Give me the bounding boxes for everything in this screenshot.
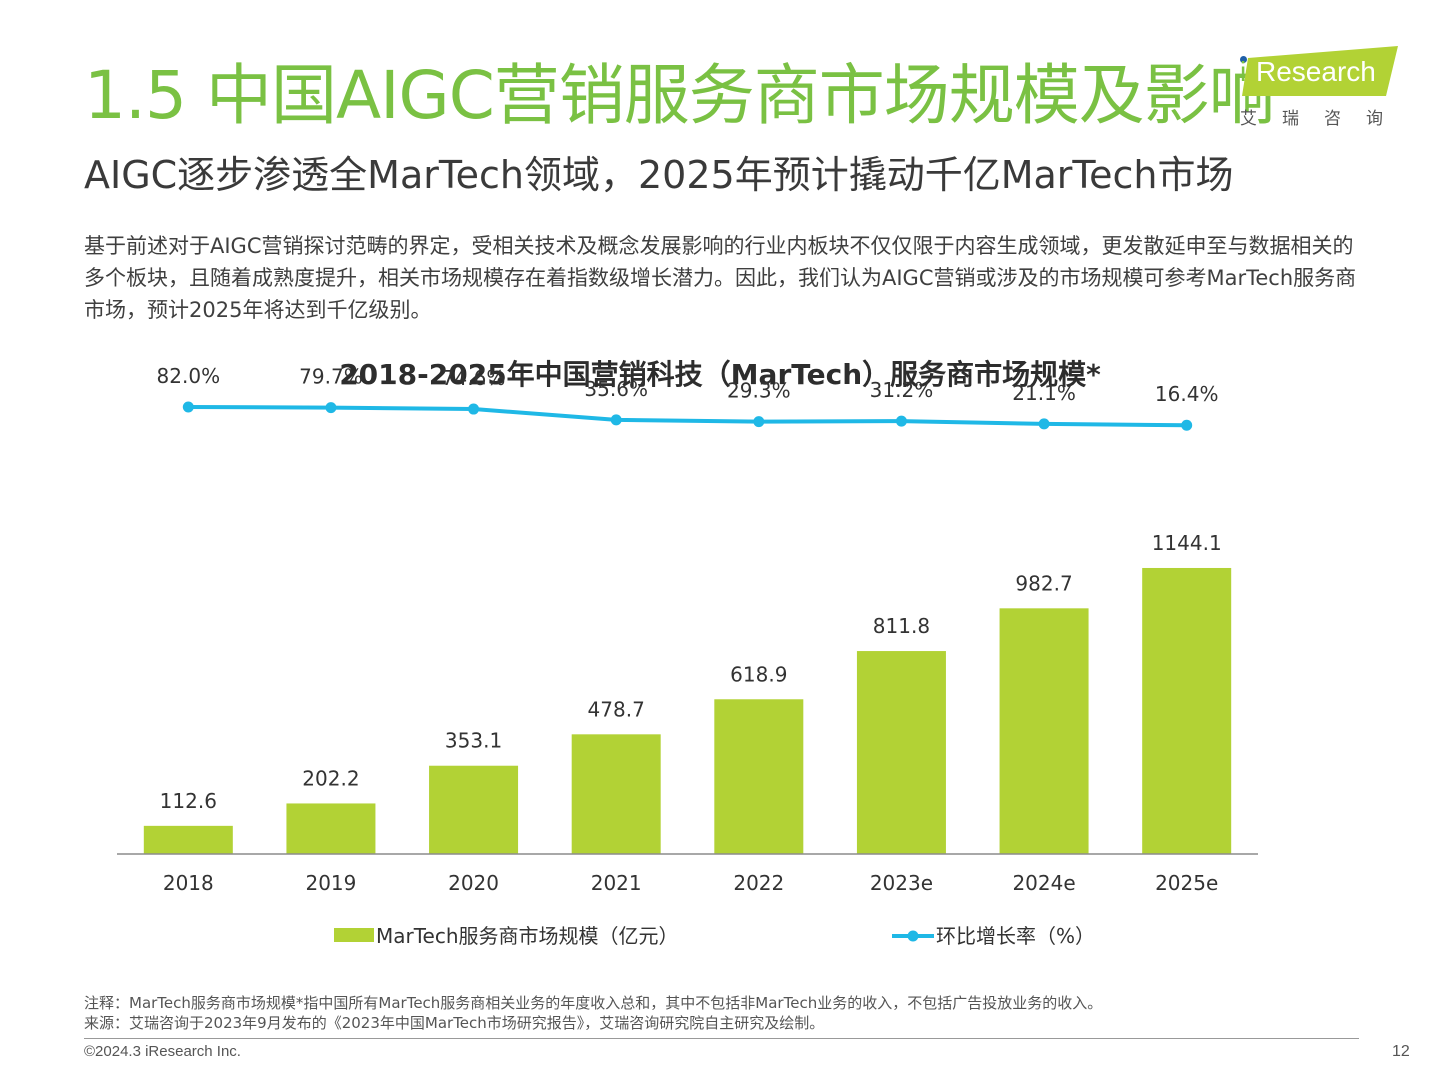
growth-point-2020	[468, 403, 480, 415]
growth-point-2018	[182, 401, 194, 413]
growth-point-2024e	[1038, 418, 1050, 430]
x-tick-label: 2023e	[870, 871, 933, 895]
growth-rate-label: 31.2%	[870, 378, 934, 402]
chart-title: 2018-2025年中国营销科技（MarTech）服务商市场规模*	[339, 358, 1101, 391]
bar-value-label: 618.9	[730, 662, 787, 686]
bar-2019	[286, 803, 376, 854]
growth-point-2025e	[1181, 419, 1193, 431]
page-number: 12	[1392, 1043, 1410, 1060]
logo-chinese-name: 艾瑞咨询	[1240, 109, 1408, 129]
x-tick-label: 2018	[163, 871, 214, 895]
x-tick-label: 2022	[733, 871, 784, 895]
bar-value-label: 1144.1	[1152, 531, 1222, 555]
bar-value-label: 478.7	[588, 697, 645, 721]
growth-rate-label: 82.0%	[157, 364, 221, 388]
growth-rate-label: 35.6%	[584, 377, 648, 401]
x-tick-label: 2025e	[1155, 871, 1218, 895]
page-title: 1.5 中国AIGC营销服务商市场规模及影响	[84, 57, 1275, 134]
growth-rate-label: 21.1%	[1012, 381, 1076, 405]
copyright: ©2024.3 iResearch Inc.	[84, 1043, 241, 1060]
bar-2024e	[999, 608, 1089, 854]
legend-bar-swatch	[334, 928, 374, 942]
martech-chart: 2018-2025年中国营销科技（MarTech）服务商市场规模* 112.6 2…	[117, 358, 1258, 948]
note-text: 注释：MarTech服务商市场规模*指中国所有MarTech服务商相关业务的年度…	[84, 994, 1103, 1012]
bar-2018	[143, 825, 233, 854]
bar-2023e	[856, 651, 946, 854]
bar-2020	[429, 765, 519, 854]
footer-divider	[84, 1038, 1359, 1039]
page-subtitle: AIGC逐步渗透全MarTech领域，2025年预计撬动千亿MarTech市场	[84, 153, 1234, 197]
growth-point-2019	[325, 402, 337, 414]
logo-i: i	[1240, 56, 1247, 87]
chart-notes: 注释：MarTech服务商市场规模*指中国所有MarTech服务商相关业务的年度…	[84, 993, 1102, 1033]
logo-text: Research	[1256, 56, 1376, 87]
bar-2021	[571, 734, 661, 854]
x-tick-label: 2021	[591, 871, 642, 895]
growth-rate-label: 29.3%	[727, 379, 791, 403]
bar-2022	[714, 699, 804, 854]
bar-value-label: 982.7	[1015, 571, 1072, 595]
bar-value-label: 112.6	[160, 789, 217, 813]
intro-paragraph: 基于前述对于AIGC营销探讨范畴的界定，受相关技术及概念发展影响的行业内板块不仅…	[84, 234, 1357, 322]
x-axis-ticks: 2018 2019 2020 2021 2022 2023e 2024e 2025e	[163, 871, 1218, 895]
logo-badge	[1242, 46, 1398, 96]
growth-rate-label: 79.7%	[299, 365, 363, 389]
growth-rate-label: 16.4%	[1155, 382, 1219, 406]
x-tick-label: 2019	[305, 871, 356, 895]
chart-legend: MarTech服务商市场规模（亿元） 环比增长率（%）	[334, 924, 1095, 948]
bar-series: 112.6 202.2 353.1 478.7 618.9 811.8 982.7 1144.…	[143, 531, 1232, 854]
growth-rate-line	[188, 405, 1187, 428]
x-tick-label: 2020	[448, 871, 499, 895]
growth-rate-label: 74.6%	[442, 366, 506, 390]
logo-dot-icon	[1240, 56, 1247, 63]
source-text: 来源：艾瑞咨询于2023年9月发布的《2023年中国MarTech市场研究报告》…	[84, 1014, 825, 1032]
bar-value-label: 811.8	[873, 614, 930, 638]
growth-point-2021	[610, 414, 622, 426]
growth-rate-series: 82.0% 79.7% 74.6% 35.6% 29.3% 31.2% 21.1% 16.4%	[157, 364, 1219, 431]
growth-point-2022	[753, 416, 765, 428]
logo-parallelogram	[1242, 46, 1398, 96]
bar-value-label: 202.2	[302, 766, 359, 790]
legend-line-label: 环比增长率（%）	[936, 924, 1095, 948]
legend-bar-label: MarTech服务商市场规模（亿元）	[376, 924, 679, 948]
x-tick-label: 2024e	[1012, 871, 1075, 895]
bar-value-label: 353.1	[445, 729, 502, 753]
growth-point-2023e	[895, 415, 907, 427]
bar-2025e	[1142, 567, 1232, 854]
legend-line-marker	[907, 930, 919, 942]
